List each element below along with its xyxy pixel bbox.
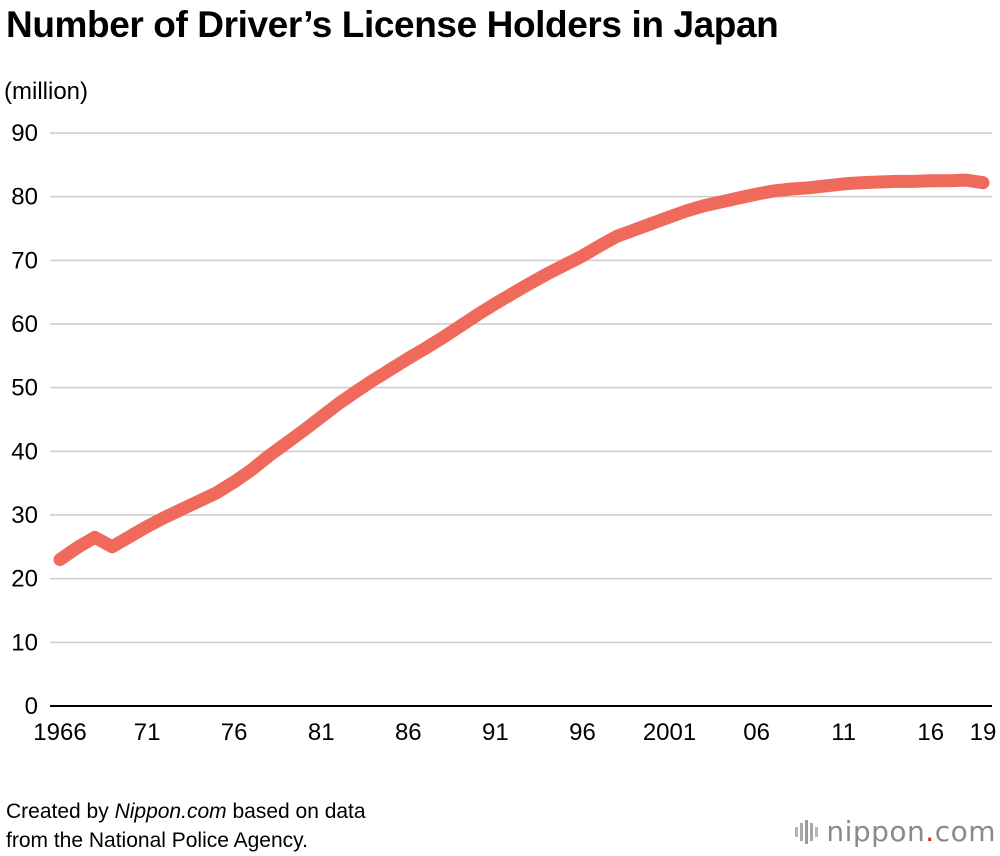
credit-line-1: Created by Nippon.com based on data — [6, 797, 366, 826]
y-tick-label: 50 — [11, 375, 38, 402]
x-tick-label: 81 — [308, 719, 335, 746]
x-tick-label: 06 — [743, 719, 770, 746]
x-axis-ticks: 1966 71 76 81 86 91 96 2001 06 11 16 19 — [33, 719, 996, 746]
y-axis-unit-label: (million) — [4, 78, 88, 105]
logo-text-main: nippon — [826, 815, 926, 848]
credit-prefix: Created by — [6, 800, 115, 823]
y-tick-label: 70 — [11, 247, 38, 274]
source-credit: Created by Nippon.com based on data from… — [6, 797, 366, 855]
x-tick-label: 96 — [569, 719, 596, 746]
y-tick-label: 20 — [11, 566, 38, 593]
x-tick-label: 86 — [395, 719, 422, 746]
x-tick-label: 11 — [831, 719, 856, 746]
logo-text: nippon.com — [826, 815, 996, 848]
x-tick-label: 19 — [970, 719, 997, 746]
x-tick-label: 16 — [917, 719, 944, 746]
credit-site: Nippon.com — [114, 800, 227, 823]
y-tick-label: 0 — [25, 693, 38, 720]
credit-line-2: from the National Police Agency. — [6, 829, 308, 852]
logo-bars-icon — [795, 819, 819, 844]
y-tick-label: 30 — [11, 502, 38, 529]
x-tick-label: 91 — [482, 719, 509, 746]
x-tick-label: 2001 — [643, 719, 696, 746]
y-tick-label: 60 — [11, 311, 38, 338]
logo-text-tail: com — [934, 815, 996, 848]
chart-title: Number of Driver’s License Holders in Ja… — [6, 4, 779, 45]
x-tick-label: 1966 — [33, 719, 86, 746]
y-tick-label: 90 — [11, 120, 38, 147]
series-line — [53, 173, 990, 567]
logo-text-dot: . — [925, 815, 935, 848]
y-tick-label: 80 — [11, 184, 38, 211]
x-tick-label: 71 — [134, 719, 161, 746]
y-tick-label: 40 — [11, 438, 38, 465]
y-axis-ticks: 0 10 20 30 40 50 60 70 80 90 — [11, 120, 38, 720]
credit-suffix: based on data — [226, 800, 366, 823]
line-chart: 0 10 20 30 40 50 60 70 80 90 1966 71 76 81 86 91 96 2001… — [11, 120, 996, 746]
y-tick-label: 10 — [11, 629, 38, 656]
nippon-logo: nippon.com — [794, 815, 996, 848]
x-tick-label: 76 — [221, 719, 248, 746]
gridlines — [50, 132, 992, 644]
